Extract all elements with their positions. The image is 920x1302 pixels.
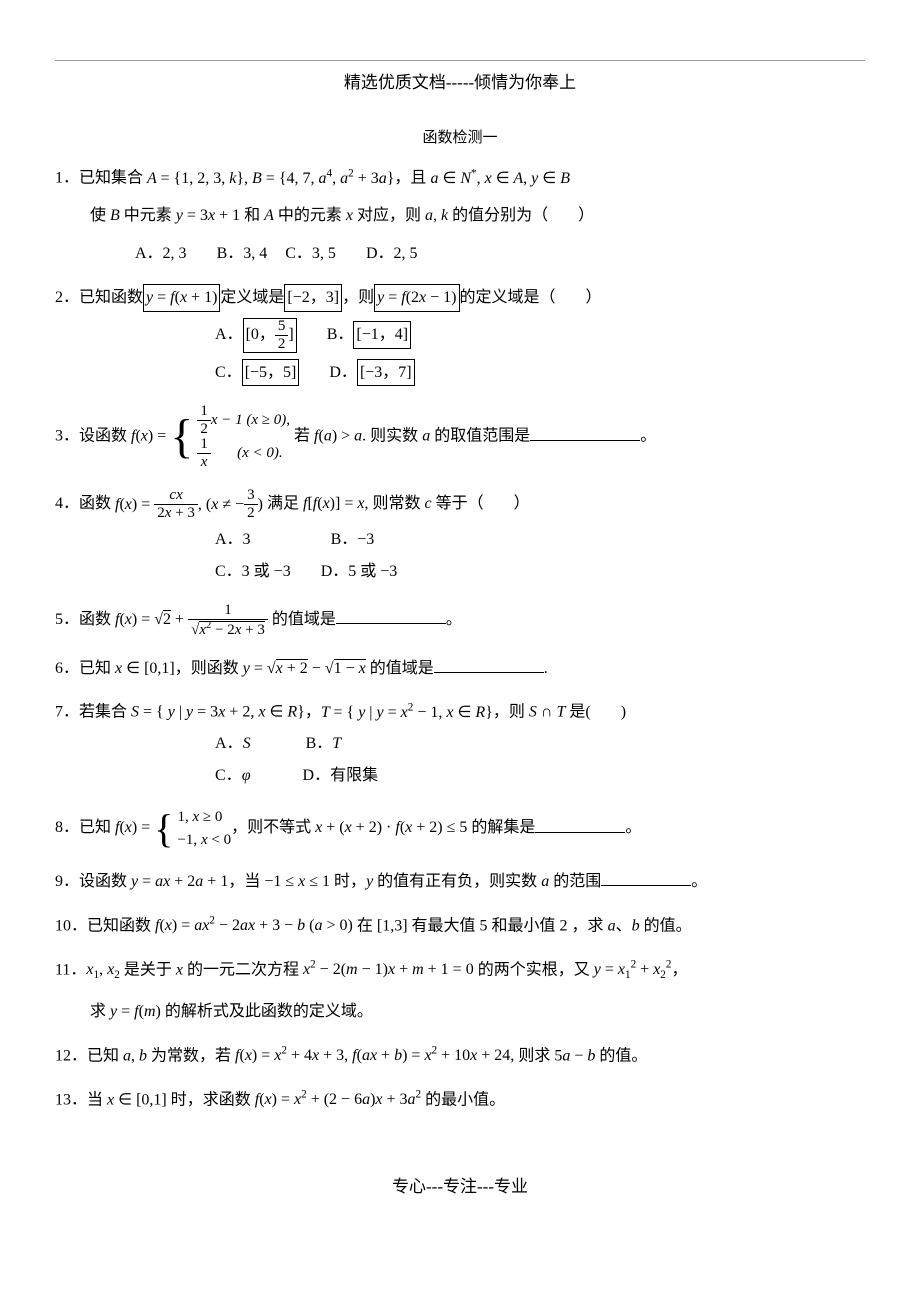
- p2-optB-label: B．: [327, 326, 354, 343]
- p7-choices-row2: C．φD．有限集: [55, 763, 865, 789]
- p2-post: 的定义域是（: [460, 289, 556, 306]
- problem-6: 6．已知 x ∈ [0,1]，则函数 y = √x + 2 − √1 − x 的…: [55, 656, 865, 682]
- p1-line1-pre: 1．已知集合: [55, 170, 147, 187]
- p4-optA: A．3: [215, 531, 251, 548]
- p6-blank: [434, 657, 544, 673]
- problem-2: 2．已知函数y = f(x + 1)定义域是[−2，3]，则y = f(2x −…: [55, 284, 865, 386]
- problem-9: 9．设函数 y = ax + 2a + 1，当 −1 ≤ x ≤ 1 时，y 的…: [55, 869, 865, 895]
- p7-line1: 7．若集合 S = { y | y = 3x + 2, x ∈ R}，T = {…: [55, 699, 865, 725]
- p8-piecewise: { 1, x ≥ 0 −1, x < 0: [154, 806, 231, 851]
- p4-optD: D．5 或 −3: [321, 563, 398, 580]
- p3-piecewise: { 12x − 1 (x ≥ 0), 1x (x < 0).: [170, 404, 290, 470]
- p8-blank: [535, 817, 625, 833]
- p9-blank: [601, 870, 691, 886]
- p2-line1: 2．已知函数y = f(x + 1)定义域是[−2，3]，则y = f(2x −…: [55, 284, 865, 312]
- p6-line: 6．已知 x ∈ [0,1]，则函数 y = √x + 2 − √1 − x 的…: [55, 656, 865, 682]
- p2-optA-label: A．: [215, 326, 243, 343]
- p12-line: 12．已知 a, b 为常数，若 f(x) = x2 + 4x + 3, f(a…: [55, 1043, 865, 1069]
- problem-4: 4．函数 f(x) = cx2x + 3, (x ≠ −32) 满足 f[f(x…: [55, 488, 865, 584]
- p8-line: 8．已知 f(x) = { 1, x ≥ 0 −1, x < 0 ，则不等式 x…: [55, 806, 865, 851]
- p1-choices: A．2, 3 B．3, 4 C．3, 5 D．2, 5: [55, 241, 865, 267]
- p2-choices-row1: A．[0，52] B．[−1，4]: [55, 318, 865, 353]
- p2-optA-box: [0，52]: [243, 318, 297, 353]
- p2-post2: ）: [586, 289, 602, 306]
- p1-line2: 使 B 中元素 y = 3x + 1 和 A 中的元素 x 对应，则 a, k …: [55, 203, 865, 229]
- p1-choice-a: A．2, 3: [135, 245, 187, 262]
- p4-choices-row2: C．3 或 −3 D．5 或 −3: [55, 559, 865, 585]
- p4-optB: B．−3: [331, 531, 375, 548]
- problem-11: 11．x1, x2 是关于 x 的一元二次方程 x2 − 2(m − 1)x +…: [55, 957, 865, 1025]
- p2-box1: y = f(x + 1): [143, 284, 220, 312]
- p4-choices-row1: A．3 B．−3: [55, 527, 865, 553]
- header-rule: [55, 60, 865, 61]
- p3-blank: [530, 425, 640, 441]
- p2-box3: y = f(2x − 1): [374, 284, 459, 312]
- document-title: 函数检测一: [55, 126, 865, 150]
- p2-mid1: 定义域是: [220, 289, 284, 306]
- p4-line1: 4．函数 f(x) = cx2x + 3, (x ≠ −32) 满足 f[f(x…: [55, 488, 865, 521]
- problem-10: 10．已知函数 f(x) = ax2 − 2ax + 3 − b (a > 0)…: [55, 913, 865, 939]
- p1-choice-b: B．3, 4: [217, 245, 268, 262]
- p2-optC-label: C．: [215, 364, 242, 381]
- p2-optD-box: [−3，7]: [357, 359, 415, 387]
- problem-1: 1．已知集合 A = {1, 2, 3, k}, B = {4, 7, a4, …: [55, 165, 865, 266]
- p2-mid2: ，则: [342, 289, 374, 306]
- problem-7: 7．若集合 S = { y | y = 3x + 2, x ∈ R}，T = {…: [55, 699, 865, 788]
- p11-line2: 求 y = f(m) 的解析式及此函数的定义域。: [55, 999, 865, 1025]
- p1-choice-c: C．3, 5: [285, 245, 336, 262]
- p2-optD-label: D．: [329, 364, 357, 381]
- page-footer: 专心---专注---专业: [55, 1173, 865, 1200]
- p2-optB-box: [−1，4]: [353, 321, 411, 349]
- problem-5: 5．函数 f(x) = √2 + 1√x2 − 2x + 3 的值域是。: [55, 603, 865, 638]
- problem-13: 13．当 x ∈ [0,1] 时，求函数 f(x) = x2 + (2 − 6a…: [55, 1087, 865, 1113]
- p1-choice-d: D．2, 5: [366, 245, 418, 262]
- problem-8: 8．已知 f(x) = { 1, x ≥ 0 −1, x < 0 ，则不等式 x…: [55, 806, 865, 851]
- p2-optC-box: [−5，5]: [242, 359, 300, 387]
- p2-pre: 2．已知函数: [55, 289, 143, 306]
- p10-line: 10．已知函数 f(x) = ax2 − 2ax + 3 − b (a > 0)…: [55, 913, 865, 939]
- p7-choices-row1: A．SB．T: [55, 731, 865, 757]
- p2-box2: [−2，3]: [284, 284, 342, 312]
- page-header: 精选优质文档-----倾情为你奉上: [55, 63, 865, 96]
- problem-12: 12．已知 a, b 为常数，若 f(x) = x2 + 4x + 3, f(a…: [55, 1043, 865, 1069]
- p13-line: 13．当 x ∈ [0,1] 时，求函数 f(x) = x2 + (2 − 6a…: [55, 1087, 865, 1113]
- p11-line1: 11．x1, x2 是关于 x 的一元二次方程 x2 − 2(m − 1)x +…: [55, 957, 865, 985]
- problem-3: 3．设函数 f(x) = { 12x − 1 (x ≥ 0), 1x (x < …: [55, 404, 865, 470]
- p2-choices-row2: C．[−5，5] D．[−3，7]: [55, 359, 865, 387]
- p3-line: 3．设函数 f(x) = { 12x − 1 (x ≥ 0), 1x (x < …: [55, 404, 865, 470]
- p1-line1: 1．已知集合 A = {1, 2, 3, k}, B = {4, 7, a4, …: [55, 165, 865, 191]
- p7-optD: D．有限集: [303, 767, 379, 784]
- p9-line: 9．设函数 y = ax + 2a + 1，当 −1 ≤ x ≤ 1 时，y 的…: [55, 869, 865, 895]
- p1-math-sets: A = {1, 2, 3, k}, B = {4, 7, a4, a2 + 3a…: [147, 170, 394, 187]
- p4-optC: C．3 或 −3: [215, 563, 291, 580]
- p5-line: 5．函数 f(x) = √2 + 1√x2 − 2x + 3 的值域是。: [55, 603, 865, 638]
- p5-blank: [336, 608, 446, 624]
